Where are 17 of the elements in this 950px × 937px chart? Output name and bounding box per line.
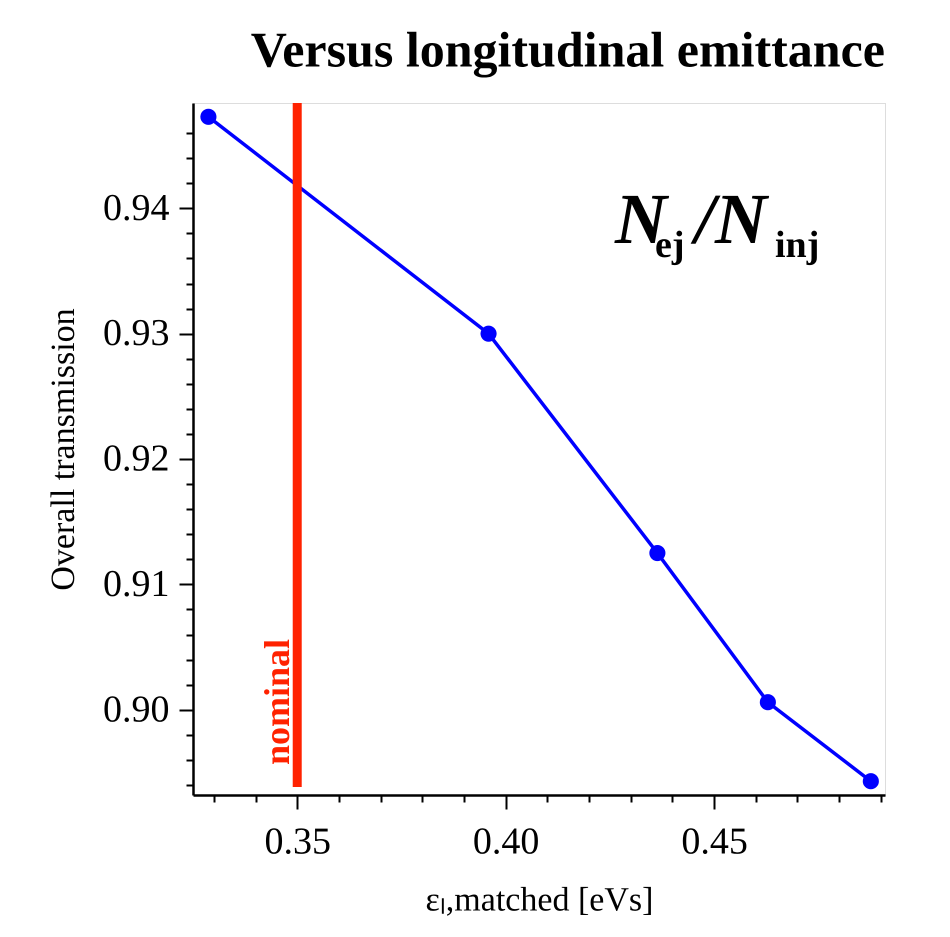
y-axis-title: Overall transmission	[45, 308, 82, 591]
chart-title: Versus longitudinal emittance	[250, 22, 885, 78]
x-axis-title: εₗ,matched [eVs]	[426, 882, 654, 918]
y-tick-label: 0.93	[103, 312, 170, 354]
x-tick-label: 0.40	[472, 820, 540, 862]
y-tick-label: 0.92	[103, 438, 170, 480]
point	[200, 108, 216, 125]
point	[760, 694, 776, 710]
point	[649, 545, 666, 562]
point	[862, 773, 879, 790]
x-tick-label: 0.35	[264, 820, 331, 862]
y-tick-label: 0.94	[103, 186, 170, 229]
ref-line-label: nominal	[257, 638, 298, 765]
x-tick-label: 0.45	[681, 820, 748, 862]
y-tick-label: 0.91	[103, 562, 170, 605]
point	[480, 326, 497, 342]
y-tick-label: 0.90	[103, 688, 170, 730]
